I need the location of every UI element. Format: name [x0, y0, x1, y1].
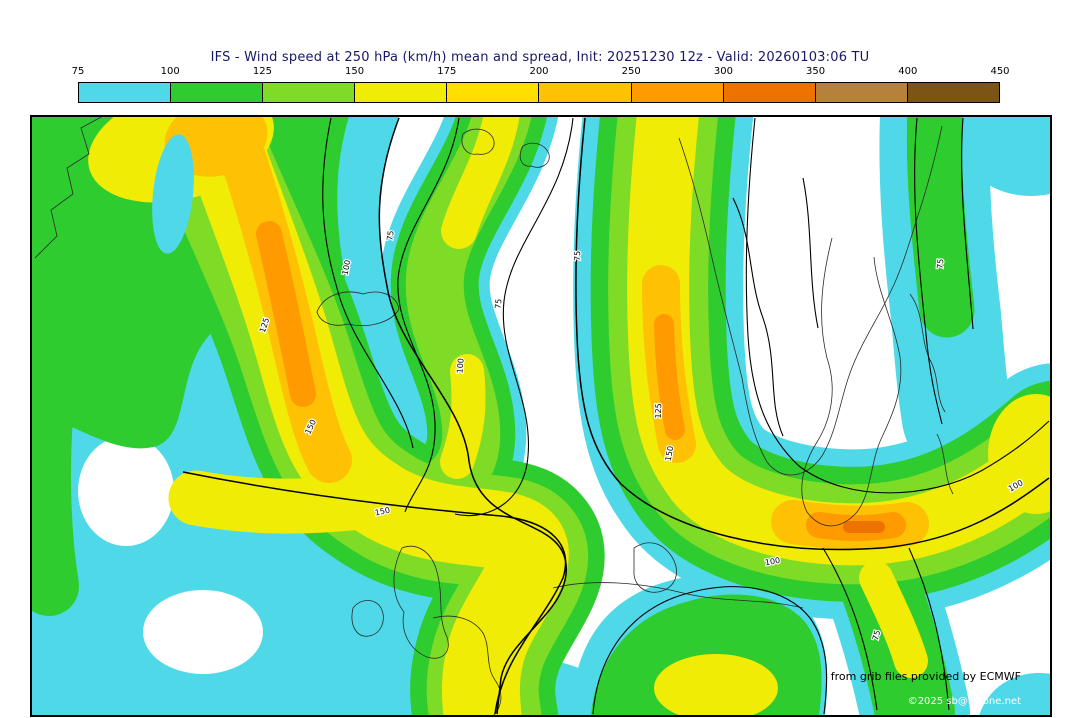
contour-path — [575, 117, 1050, 551]
colorbar-segment — [814, 83, 907, 102]
contour-path — [454, 117, 574, 517]
coastlines-layer — [34, 116, 954, 716]
coastline-path — [34, 116, 104, 259]
coastline-path — [633, 542, 677, 593]
contour-path — [182, 471, 567, 715]
wind-field-layer — [31, 116, 1051, 716]
colorbar-segment — [79, 83, 171, 102]
attribution-copyright: ©2025 sb@irizone.net — [908, 696, 1021, 707]
wind-band — [906, 116, 975, 338]
wind-band — [979, 673, 1051, 716]
colorbar-tick-label: 350 — [806, 66, 826, 77]
coastline-path — [552, 582, 804, 609]
contour-label: 125 — [654, 403, 664, 419]
colorbar-tick-label: 450 — [990, 66, 1010, 77]
colorbar-tick-label: 400 — [898, 66, 918, 77]
contour-label: 100 — [764, 556, 781, 568]
colorbar-tick-label: 125 — [252, 66, 272, 77]
wind-band — [256, 221, 316, 407]
coastline-path — [936, 433, 954, 495]
contour-path — [592, 586, 828, 715]
wind-band — [859, 561, 928, 678]
contour-path — [908, 547, 950, 711]
colorbar-segment — [630, 83, 723, 102]
wind-band — [31, 386, 79, 616]
contour-path — [802, 177, 819, 329]
coastline-path — [461, 128, 495, 155]
contour-path — [914, 117, 943, 425]
wind-band — [168, 470, 389, 534]
wind-band — [961, 116, 1051, 196]
contour-path — [745, 117, 1050, 494]
colorbar-segment — [262, 83, 355, 102]
coastline-path — [393, 546, 449, 659]
wind-band — [78, 436, 174, 546]
colorbar-segment — [170, 83, 263, 102]
contour-path — [961, 117, 974, 330]
colorbar-tick-label: 150 — [345, 66, 365, 77]
coastline-path — [316, 291, 400, 326]
contour-path — [732, 197, 784, 437]
wind-band — [654, 654, 778, 716]
coastline-path — [351, 600, 384, 637]
attribution-source: from grib files provided by ECMWF — [831, 670, 1021, 683]
contour-label: 100 — [455, 358, 465, 374]
contour-label: 150 — [664, 445, 676, 462]
colorbar-tick-label: 100 — [160, 66, 180, 77]
coastline-path — [432, 615, 502, 716]
colorbar-tick-label: 250 — [621, 66, 641, 77]
colorbar-segment — [538, 83, 631, 102]
colorbar: 75 100 125 150 175 200 250 300 350 400 450 — [72, 66, 1010, 103]
contour-label: 75 — [494, 298, 504, 309]
colorbar-segment — [446, 83, 539, 102]
wind-band — [988, 394, 1051, 514]
map-border — [31, 116, 1051, 716]
colorbar-segment — [722, 83, 815, 102]
contour-label: 75 — [573, 251, 582, 261]
attribution-block: from grib files provided by ECMWF ©2025 … — [831, 670, 1021, 707]
colorbar-segments — [78, 82, 1000, 103]
wind-band — [143, 590, 263, 674]
wind-band — [627, 116, 1051, 566]
colorbar-tick-label: 300 — [713, 66, 733, 77]
colorbar-segment — [354, 83, 447, 102]
colorbar-tick-label: 200 — [529, 66, 549, 77]
contour-path — [397, 117, 460, 513]
map-frame: 75 100 125 150 75 100 75 125 150 100 75 75 100 150 fr… — [30, 115, 1052, 717]
colorbar-ticks: 75 100 125 150 175 200 250 300 350 400 450 — [72, 66, 1010, 82]
contour-path — [322, 117, 414, 449]
coastline-path — [801, 237, 902, 527]
wind-band — [152, 134, 194, 254]
wind-band — [654, 314, 685, 440]
colorbar-tick-label: 75 — [71, 66, 85, 77]
colorbar-tick-label: 175 — [437, 66, 457, 77]
coastline-path — [678, 125, 943, 476]
contour-path — [822, 547, 878, 711]
contours-layer — [182, 117, 1050, 715]
contour-label: 75 — [871, 629, 882, 641]
coastline-path — [519, 142, 550, 168]
contour-label: 75 — [385, 230, 395, 241]
contour-path — [378, 117, 567, 715]
contour-label: 75 — [936, 258, 946, 269]
chart-title: IFS - Wind speed at 250 hPa (km/h) mean … — [210, 50, 870, 65]
coastline-path — [909, 293, 946, 413]
wind-band — [440, 354, 486, 479]
colorbar-segment — [906, 83, 999, 102]
wind-band — [441, 116, 520, 249]
